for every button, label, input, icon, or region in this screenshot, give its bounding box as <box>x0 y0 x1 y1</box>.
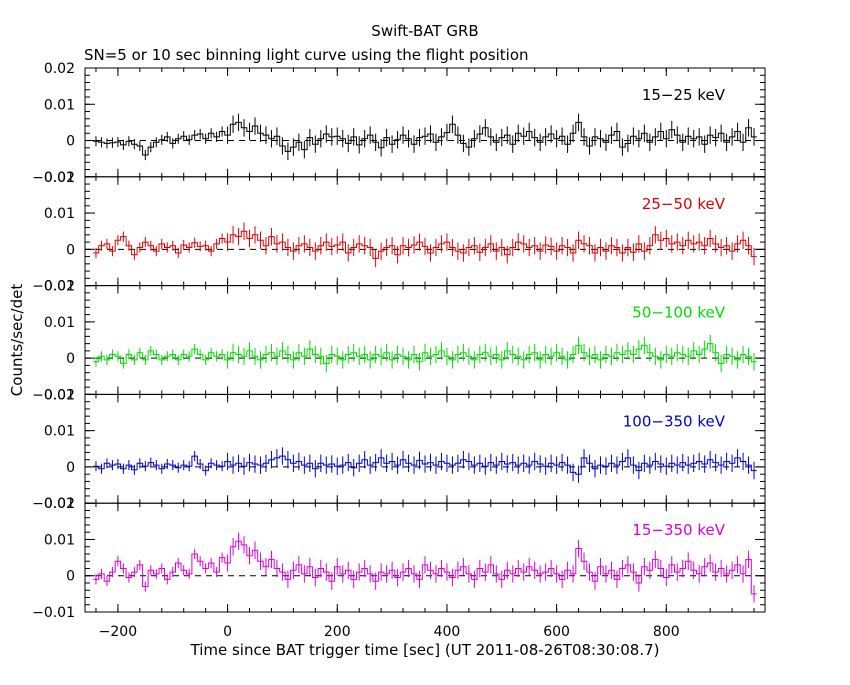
y-tick-label: −0.01 <box>32 496 75 512</box>
y-tick-label: 0.01 <box>44 206 75 222</box>
panel-1: −0.01 0 0.01 0.02 15−25 keV <box>32 61 766 186</box>
y-tick-label: 0.02 <box>44 387 75 403</box>
y-axis-label: Counts/sec/det <box>8 284 26 397</box>
y-tick-label: 0.01 <box>44 424 75 440</box>
x-tick-label: −200 <box>99 624 137 640</box>
band-label: 100−350 keV <box>623 412 726 430</box>
x-tick-label: 200 <box>324 624 351 640</box>
y-tick-label: −0.01 <box>32 387 75 403</box>
y-tick-label: −0.01 <box>32 279 75 295</box>
y-tick-label: 0.02 <box>44 61 75 77</box>
y-tick-label: 0 <box>66 569 75 585</box>
band-label: 15−25 keV <box>642 86 726 104</box>
panel-2: −0.01 0 0.01 0.02 25−50 keV <box>32 170 766 295</box>
x-tick-label: 600 <box>543 624 570 640</box>
panel-frame <box>84 285 766 395</box>
y-tick-label: 0.01 <box>44 532 75 548</box>
band-label: 15−350 keV <box>632 521 725 539</box>
y-tick-label: 0 <box>66 134 75 150</box>
y-tick-label: −0.01 <box>32 170 75 186</box>
band-label: 25−50 keV <box>642 195 726 213</box>
x-tick-label: 0 <box>223 624 232 640</box>
panel-frame <box>84 176 766 287</box>
y-tick-label: 0.02 <box>44 279 75 295</box>
band-label: 50−100 keV <box>632 304 725 322</box>
x-tick-label: 800 <box>653 624 680 640</box>
chart-title: Swift-BAT GRB <box>371 22 478 40</box>
panel-frame <box>84 67 766 178</box>
panel-3: −0.01 0 0.01 0.02 50−100 keV <box>32 279 766 403</box>
x-tick-label: 400 <box>434 624 461 640</box>
y-tick-label: 0.01 <box>44 97 75 113</box>
y-tick-label: 0 <box>66 351 75 367</box>
chart-subtitle: SN=5 or 10 sec binning light curve using… <box>84 46 529 64</box>
y-tick-label: 0.02 <box>44 170 75 186</box>
panel-frame <box>84 393 766 504</box>
y-tick-label: 0.02 <box>44 496 75 512</box>
panel-4: −0.01 0 0.01 0.02 100−350 keV <box>32 387 766 512</box>
y-tick-label: −0.01 <box>32 605 75 621</box>
y-tick-label: 0.01 <box>44 315 75 331</box>
y-tick-label: 0 <box>66 460 75 476</box>
y-tick-label: 0 <box>66 242 75 258</box>
x-axis-label: Time since BAT trigger time [sec] (UT 20… <box>190 641 660 659</box>
panel-5: −0.01 0 0.01 0.02 15−350 keV <box>32 496 766 621</box>
panels-group: −0.01 0 0.01 0.02 15−25 keV −0.01 0 0.01 0.02 25−… <box>32 61 766 640</box>
